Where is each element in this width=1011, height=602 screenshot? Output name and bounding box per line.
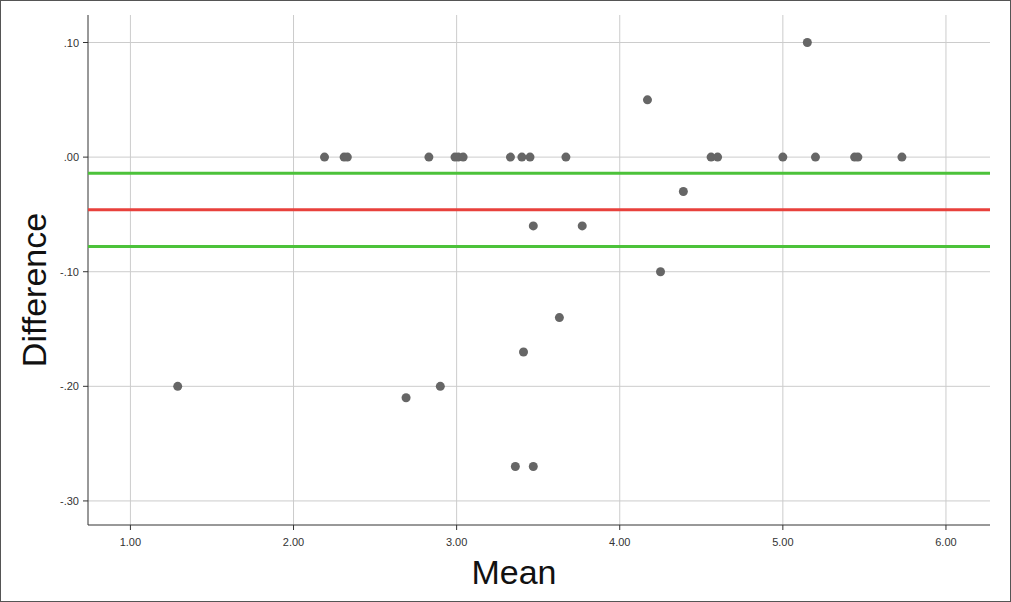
x-tick <box>293 525 294 530</box>
plot-area <box>88 38 990 471</box>
point <box>519 347 528 356</box>
point <box>424 153 433 162</box>
y-tick-label: -.30 <box>60 495 79 507</box>
chart: 1.00 2.00 3.00 4.00 5.00 6.00 .10 .00 -.10 -.20 -.… <box>0 0 1011 602</box>
x-grid-line <box>130 15 131 525</box>
x-tick-label: 2.00 <box>283 536 304 548</box>
point <box>436 382 445 391</box>
x-tick <box>945 525 946 530</box>
y-grid-line <box>88 271 990 272</box>
x-axis-title: Mean <box>471 553 556 591</box>
point <box>526 153 535 162</box>
x-tick <box>782 525 783 530</box>
x-grid-line <box>456 15 457 525</box>
x-grid-line <box>619 15 620 525</box>
point <box>853 153 862 162</box>
y-tick-label: -.20 <box>60 380 79 392</box>
point <box>506 153 515 162</box>
reference-line <box>88 172 990 175</box>
y-grid-line <box>88 42 990 43</box>
x-tick <box>130 525 131 530</box>
x-grid-line <box>945 15 946 525</box>
y-tick-label: -.10 <box>60 266 79 278</box>
point <box>578 221 587 230</box>
y-tick <box>83 500 88 501</box>
point <box>511 462 520 471</box>
point <box>643 95 652 104</box>
x-tick-label: 6.00 <box>935 536 956 548</box>
x-tick <box>456 525 457 530</box>
point <box>529 462 538 471</box>
point <box>811 153 820 162</box>
x-tick <box>619 525 620 530</box>
point <box>656 267 665 276</box>
point <box>561 153 570 162</box>
x-axis <box>88 525 990 526</box>
y-tick-label: .00 <box>64 151 79 163</box>
border <box>1 1 1011 602</box>
x-tick-label: 5.00 <box>772 536 793 548</box>
point <box>529 221 538 230</box>
y-axis <box>88 15 89 525</box>
point <box>459 153 468 162</box>
point <box>402 393 411 402</box>
y-axis-title: Difference <box>15 213 53 367</box>
x-tick-label: 3.00 <box>446 536 467 548</box>
point <box>343 153 352 162</box>
y-tick <box>83 42 88 43</box>
point <box>173 382 182 391</box>
grid <box>88 15 990 525</box>
reference-line <box>88 208 990 211</box>
x-grid-line <box>293 15 294 525</box>
point <box>897 153 906 162</box>
point <box>517 153 526 162</box>
x-tick-label: 1.00 <box>120 536 141 548</box>
y-grid-line <box>88 386 990 387</box>
point <box>713 153 722 162</box>
y-tick <box>83 271 88 272</box>
y-tick <box>83 157 88 158</box>
y-grid-line <box>88 500 990 501</box>
x-tick-label: 4.00 <box>609 536 630 548</box>
point <box>320 153 329 162</box>
reference-line <box>88 245 990 248</box>
x-grid-line <box>782 15 783 525</box>
point <box>778 153 787 162</box>
y-tick-label: .10 <box>64 37 79 49</box>
y-tick <box>83 386 88 387</box>
point <box>555 313 564 322</box>
point <box>679 187 688 196</box>
point <box>803 38 812 47</box>
